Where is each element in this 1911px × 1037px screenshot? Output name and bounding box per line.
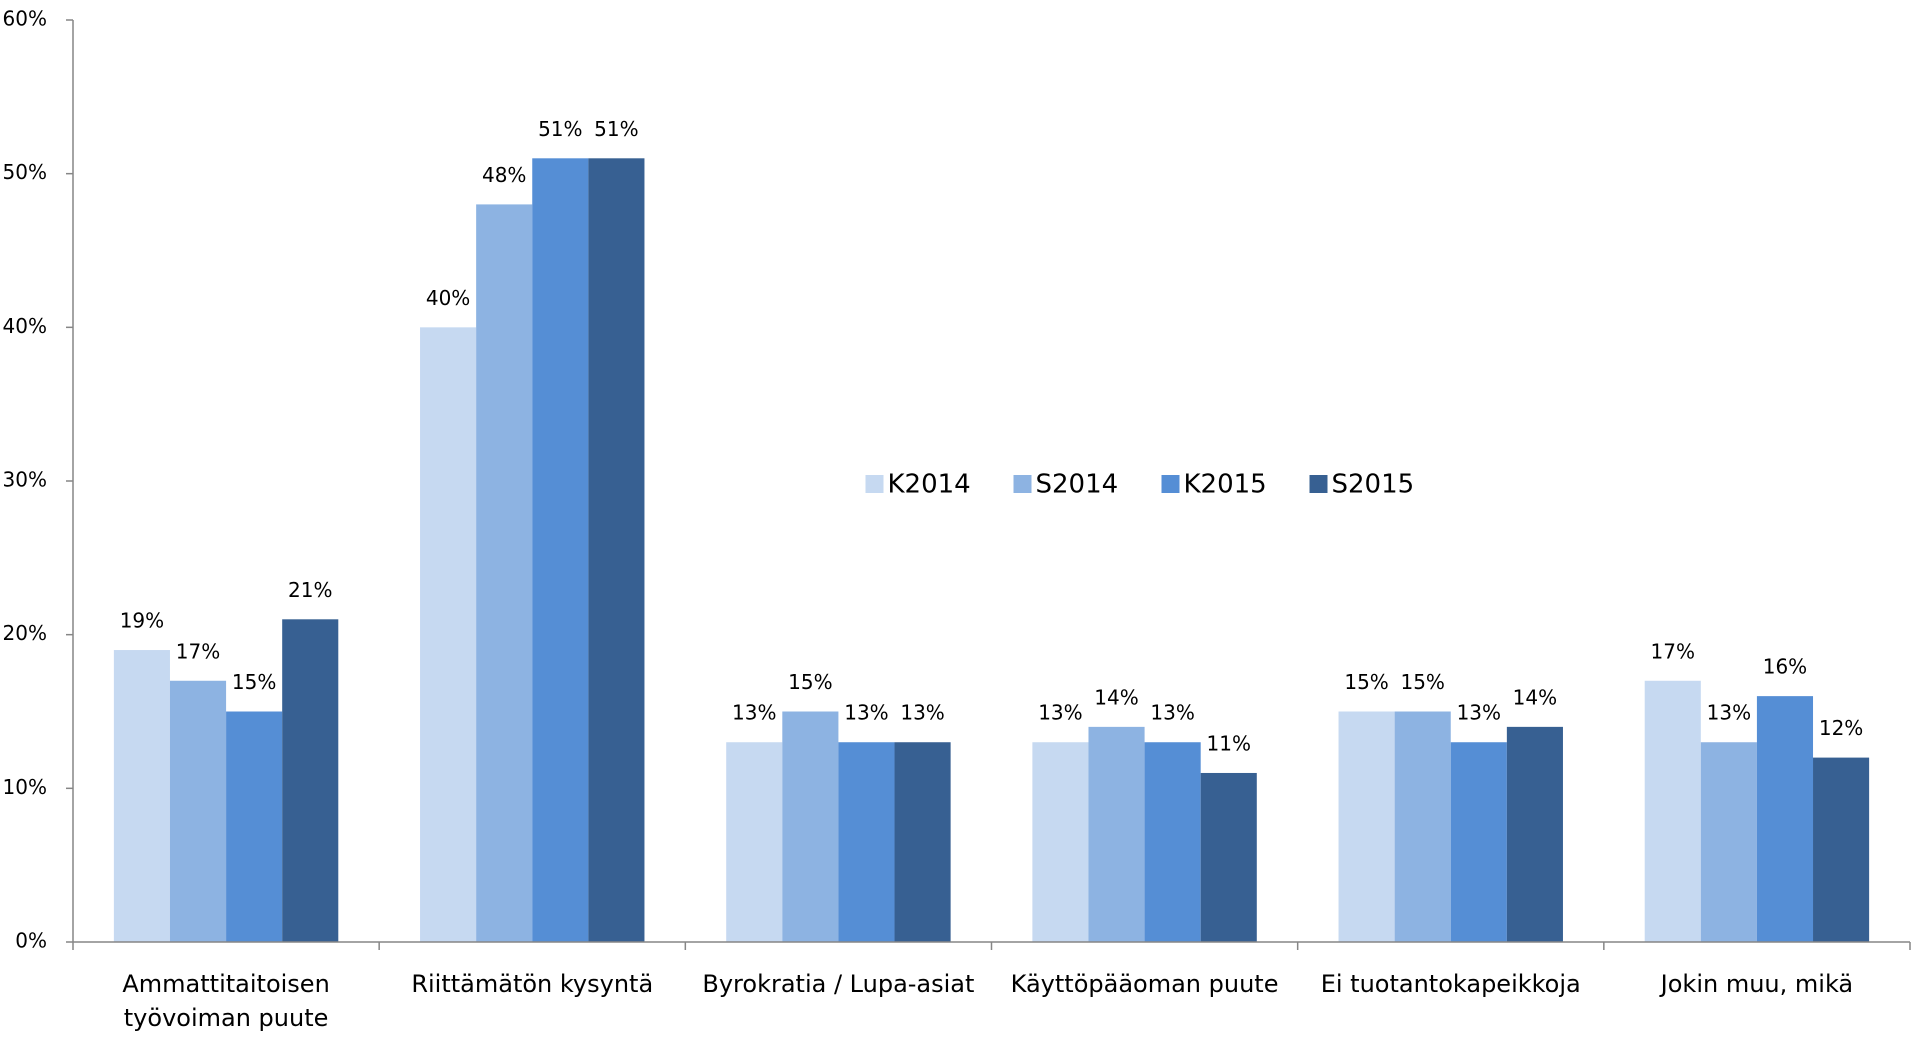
legend-label: K2015 [1184,470,1267,500]
bar [894,742,951,942]
y-tick-label: 0% [15,929,47,953]
data-label: 14% [1094,685,1138,709]
legend-swatch [865,475,884,493]
data-label: 15% [788,670,832,694]
y-tick-label: 30% [3,468,47,492]
data-label: 21% [288,578,332,602]
bar [1813,757,1870,942]
data-label: 15% [1344,670,1388,694]
x-tick-label: Käyttöpääoman puute [1010,970,1279,998]
data-label: 13% [1038,701,1082,725]
bar [113,650,170,942]
y-tick-label: 10% [3,775,47,799]
data-label: 48% [482,163,526,187]
bar [726,742,783,942]
bar [1338,711,1395,942]
data-label: 15% [1400,670,1444,694]
data-label: 13% [732,701,776,725]
bar [1644,680,1701,942]
bar [1032,742,1089,942]
data-label: 13% [900,701,944,725]
x-tick-label: Byrokratia / Lupa-asiat [702,970,975,998]
y-tick-label: 60% [3,7,47,31]
bar [420,327,477,942]
data-label: 12% [1819,716,1863,740]
data-label: 40% [426,286,470,310]
y-tick-label: 40% [3,314,47,338]
bar [169,680,227,942]
data-label: 15% [232,670,276,694]
x-tick-label: Jokin muu, mikä [1660,970,1854,998]
x-tick-label: Ei tuotantokapeikkoja [1320,970,1581,998]
legend-swatch [1161,475,1180,493]
bar [532,158,589,943]
bar [1506,726,1563,942]
bar [1144,742,1201,942]
data-label: 13% [1457,701,1501,725]
legend-swatch [1309,475,1328,493]
bar [588,158,645,943]
bar [782,711,839,942]
bar [1756,696,1814,942]
bar [1450,742,1507,942]
data-label: 51% [594,117,638,141]
bar [282,619,339,942]
y-tick-label: 50% [3,160,47,184]
data-label: 14% [1513,685,1557,709]
legend-label: S2014 [1036,470,1119,500]
y-tick-label: 20% [3,621,47,645]
legend-label: S2015 [1332,470,1415,500]
data-label: 17% [176,639,220,663]
bar [1088,726,1145,942]
data-label: 19% [120,609,164,633]
bar [1200,772,1257,942]
legend-label: K2014 [888,470,971,500]
data-label: 16% [1763,655,1807,679]
bar [1394,711,1451,942]
data-label: 13% [1707,701,1751,725]
data-label: 17% [1651,639,1695,663]
x-tick-label: Riittämätön kysyntä [411,970,654,998]
bar [476,204,533,942]
data-label: 13% [1150,701,1194,725]
x-tick-label: Ammattitaitoisen työvoiman puute [122,970,330,1032]
bar [226,711,283,942]
data-label: 11% [1207,731,1251,755]
data-label: 51% [538,117,582,141]
bar [838,742,895,942]
legend-swatch [1013,475,1032,493]
bar [1700,742,1757,942]
data-label: 13% [844,701,888,725]
